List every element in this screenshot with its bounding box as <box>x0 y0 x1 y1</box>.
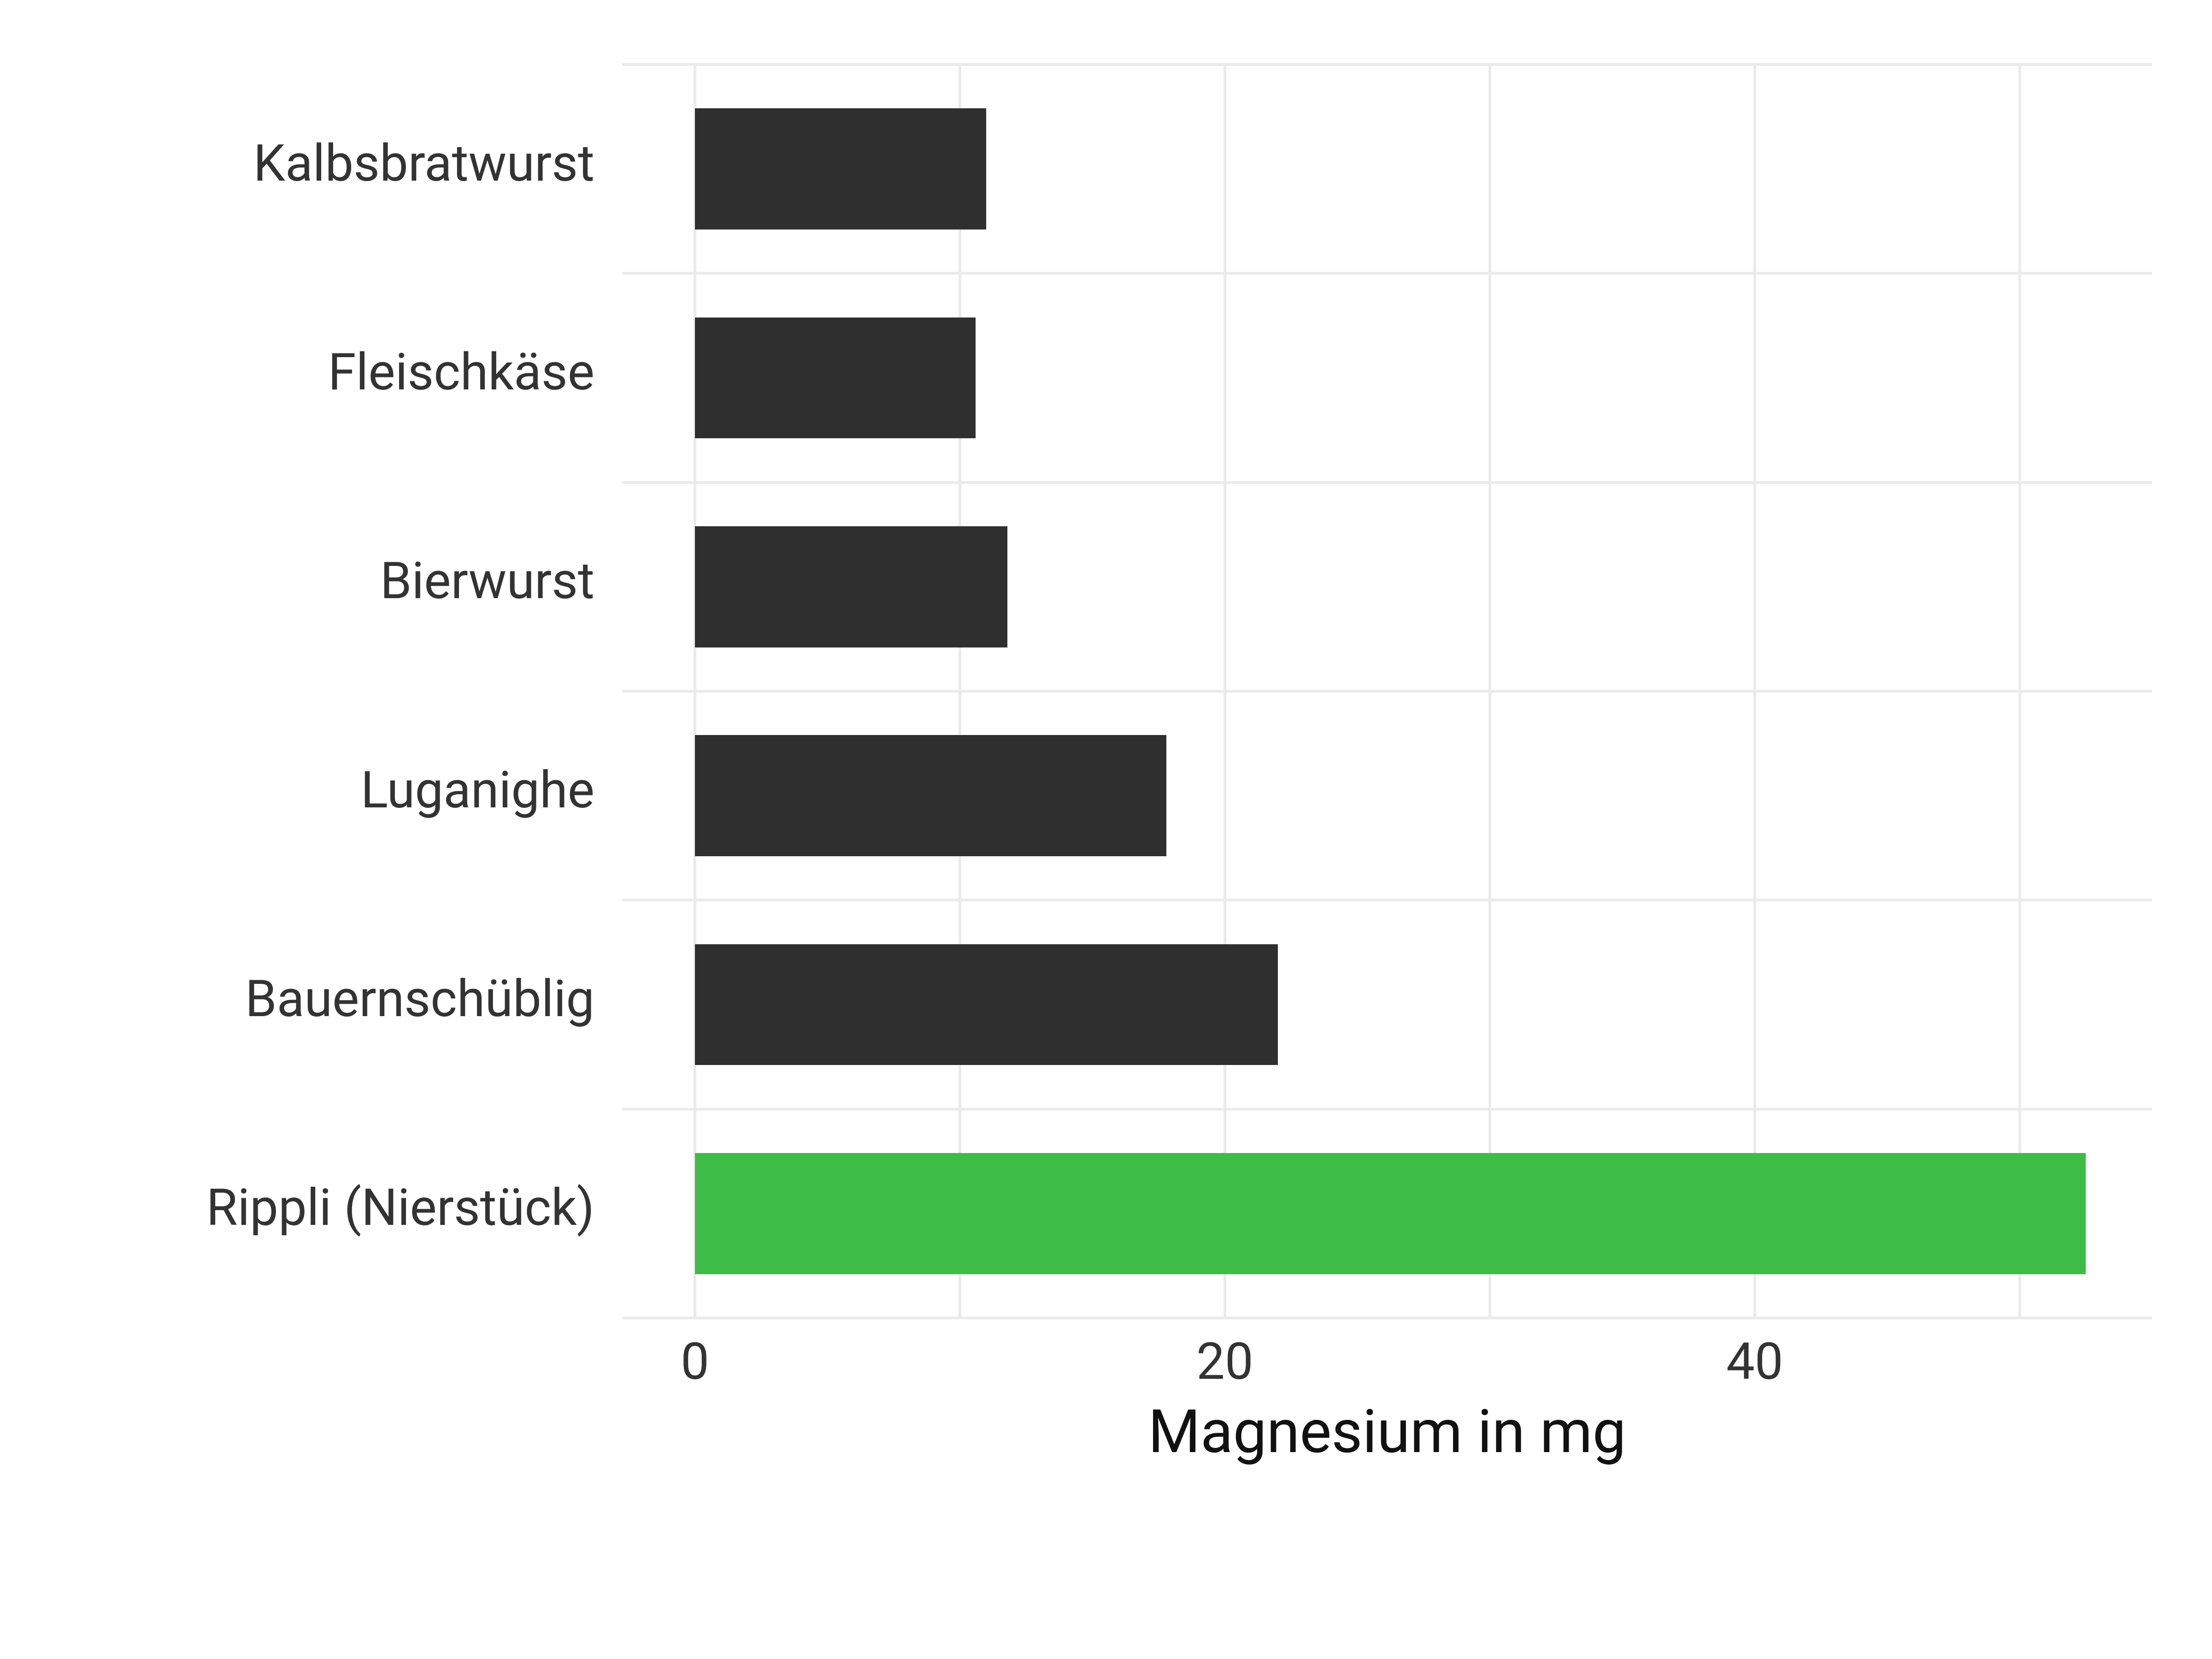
x-axis-tick-label: 40 <box>1726 1332 1783 1391</box>
y-axis-category-label: Fleischkäse <box>328 342 594 402</box>
gridline-horizontal <box>622 272 2152 275</box>
x-axis-tick-label: 0 <box>681 1332 709 1391</box>
y-axis-category-label: Rippli (Nierstück) <box>206 1178 594 1237</box>
bar <box>695 526 1007 647</box>
gridline-horizontal <box>622 63 2152 66</box>
y-axis-category-label: Bauernschüblig <box>245 969 594 1029</box>
gridline-vertical <box>2018 65 2021 1318</box>
bar <box>695 944 1278 1065</box>
chart-root: Kalbsbratwurst Fleischkäse Bierwurst Lugani… <box>0 0 2212 1659</box>
bar <box>695 735 1166 856</box>
plot-area <box>622 65 2152 1318</box>
bar <box>695 108 986 229</box>
y-axis-category-label: Kalbsbratwurst <box>253 134 594 193</box>
gridline-vertical <box>1224 65 1226 1318</box>
gridline-vertical <box>1488 65 1491 1318</box>
x-axis-label: Magnesium in mg <box>1148 1396 1626 1467</box>
gridline-horizontal <box>622 481 2152 484</box>
gridline-horizontal <box>622 899 2152 901</box>
gridline-horizontal <box>622 690 2152 693</box>
gridline-vertical <box>959 65 961 1318</box>
x-axis-tick-label: 20 <box>1196 1332 1253 1391</box>
y-axis-category-label: Luganighe <box>361 760 594 820</box>
bar <box>695 1153 2086 1274</box>
gridline-vertical <box>694 65 696 1318</box>
bar <box>695 318 976 439</box>
y-axis-category-label: Bierwurst <box>380 551 594 611</box>
gridline-vertical <box>1753 65 1756 1318</box>
gridline-horizontal <box>622 1108 2152 1111</box>
gridline-horizontal <box>622 1317 2152 1319</box>
